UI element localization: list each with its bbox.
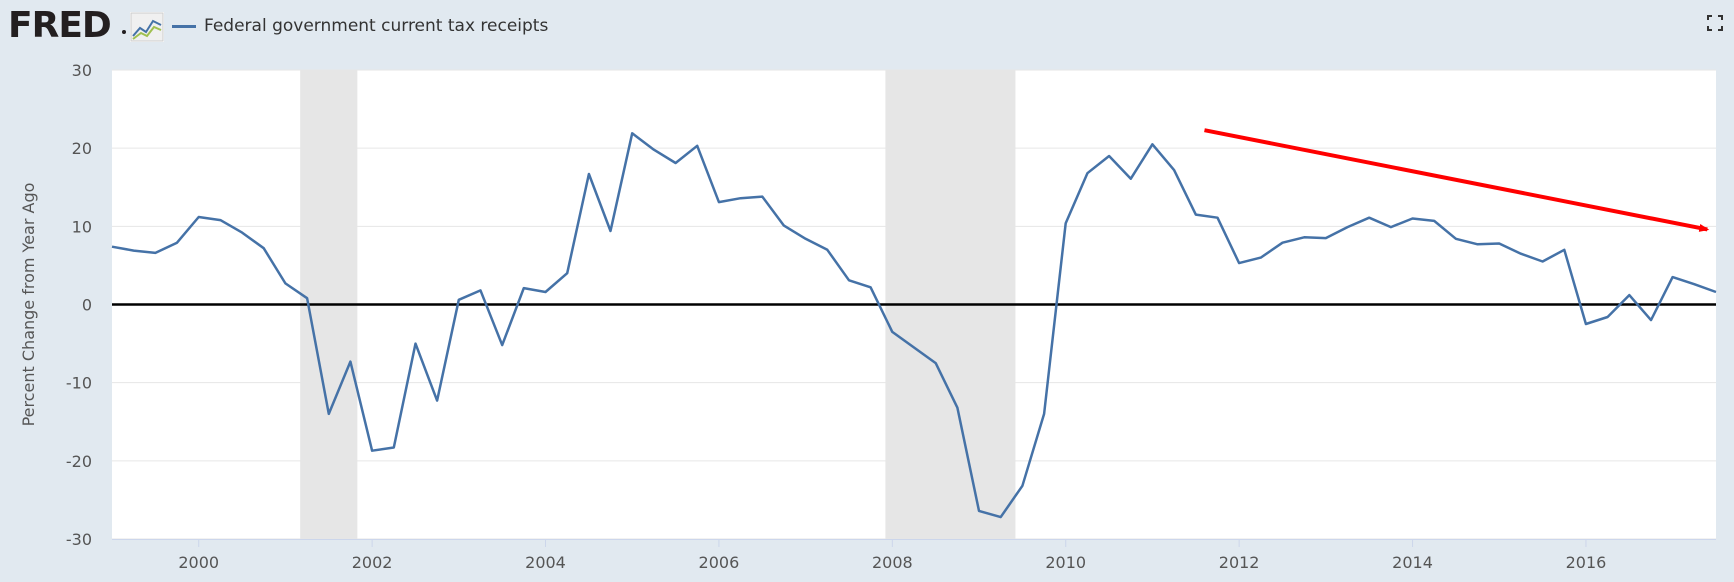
legend-label[interactable]: Federal government current tax receipts (204, 16, 549, 36)
y-tick-label: -20 (66, 452, 92, 471)
x-tick-label: 2000 (178, 553, 219, 572)
logo-dot (122, 30, 126, 34)
y-tick-label: -30 (66, 530, 92, 549)
line-chart-icon (130, 12, 164, 42)
chart-header: FRED Federal government current tax rece… (0, 0, 1734, 52)
y-tick-label: 20 (72, 139, 92, 158)
y-tick-label: 30 (72, 61, 92, 80)
x-tick-label: 2012 (1219, 553, 1260, 572)
y-axis-title: Percent Change from Year Ago (19, 183, 38, 427)
x-tick-label: 2004 (525, 553, 566, 572)
y-tick-label: 10 (72, 217, 92, 236)
y-tick-label: 0 (82, 296, 92, 315)
x-tick-label: 2002 (352, 553, 393, 572)
x-tick-label: 2006 (699, 553, 740, 572)
x-tick-label: 2016 (1566, 553, 1607, 572)
y-tick-label: -10 (66, 374, 92, 393)
series-line[interactable] (111, 132, 1717, 519)
fred-logo[interactable]: FRED (8, 5, 112, 46)
x-tick-label: 2010 (1045, 553, 1086, 572)
legend-swatch (172, 24, 196, 28)
x-tick-label: 2008 (872, 553, 913, 572)
chart-legend: Federal government current tax receipts (172, 12, 548, 40)
annotation-arrow (1204, 128, 1710, 232)
fullscreen-icon[interactable] (1706, 14, 1724, 32)
x-tick-label: 2014 (1392, 553, 1433, 572)
